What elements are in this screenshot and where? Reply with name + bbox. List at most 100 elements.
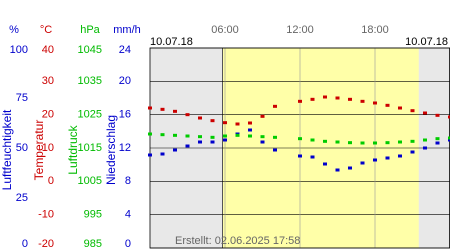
data-point: [185, 113, 190, 117]
axis-unit: °C: [40, 24, 52, 36]
y-tick-label: 24: [119, 44, 131, 56]
data-point: [323, 95, 327, 99]
data-point: [435, 113, 440, 117]
y-tick-label: 1015: [78, 142, 102, 154]
axis-title: Luftfeuchtigkeit: [0, 109, 14, 190]
data-point: [298, 154, 302, 158]
data-point: [148, 153, 152, 157]
data-point: [210, 140, 215, 144]
data-point: [148, 132, 152, 136]
data-point: [173, 148, 177, 152]
data-point: [173, 109, 177, 113]
data-point: [423, 146, 427, 150]
data-point: [223, 134, 227, 138]
axis-unit: %: [9, 24, 19, 36]
data-point: [198, 116, 202, 120]
data-point: [260, 135, 265, 139]
data-point: [198, 140, 202, 144]
data-point: [210, 135, 215, 139]
y-tick-label: 985: [84, 238, 102, 250]
data-point: [248, 121, 252, 125]
y-tick-label: 4: [125, 209, 131, 221]
data-point: [423, 111, 427, 115]
y-tick-label: 8: [125, 175, 131, 187]
data-point: [435, 141, 440, 145]
data-point: [373, 141, 377, 145]
data-point: [360, 141, 365, 145]
axis-unit: hPa: [80, 24, 100, 36]
data-point: [260, 140, 265, 144]
y-tick-label: 1025: [78, 109, 102, 121]
x-tick-label: 18:00: [361, 24, 389, 36]
data-point: [410, 139, 415, 143]
data-point: [148, 106, 152, 110]
axis-title: Niederschlag: [104, 115, 118, 185]
y-tick-label: -10: [38, 209, 54, 221]
y-tick-label: 0: [125, 238, 131, 250]
data-point: [435, 137, 440, 141]
data-point: [223, 138, 227, 142]
y-tick-label: 25: [16, 192, 28, 204]
date-right: 10.07.18: [405, 36, 448, 48]
data-point: [398, 106, 402, 110]
y-tick-label: 0: [48, 175, 54, 187]
x-tick-label: 06:00: [211, 24, 239, 36]
data-point: [185, 144, 190, 148]
data-point: [173, 133, 177, 137]
y-tick-label: 100: [10, 44, 28, 56]
data-point: [335, 96, 340, 100]
created-note: Erstellt: 02.06.2025 17:58: [175, 235, 300, 247]
data-point: [235, 122, 240, 126]
data-point: [398, 154, 402, 158]
data-point: [160, 152, 165, 156]
data-point: [335, 140, 340, 144]
data-point: [410, 150, 415, 154]
data-point: [398, 140, 402, 144]
data-point: [348, 166, 352, 170]
axis-title: Luftdruck: [66, 124, 80, 174]
data-point: [160, 107, 165, 111]
data-point: [348, 141, 352, 145]
data-point: [373, 158, 377, 162]
data-point: [385, 156, 390, 160]
data-point: [448, 138, 450, 142]
data-point: [360, 161, 365, 165]
data-point: [310, 138, 315, 142]
data-point: [360, 99, 365, 103]
y-tick-label: 16: [119, 109, 131, 121]
data-point: [273, 135, 277, 139]
data-point: [385, 103, 390, 107]
data-point: [448, 115, 450, 119]
y-tick-label: 20: [42, 109, 54, 121]
data-point: [410, 109, 415, 113]
data-point: [385, 141, 390, 145]
data-point: [423, 138, 427, 142]
data-point: [198, 135, 202, 139]
data-point: [273, 148, 277, 152]
y-tick-label: 30: [42, 75, 54, 87]
data-point: [323, 139, 327, 143]
data-point: [373, 101, 377, 105]
y-tick-label: 1035: [78, 75, 102, 87]
axis-unit: mm/h: [113, 24, 141, 36]
data-point: [160, 133, 165, 137]
data-point: [210, 119, 215, 123]
y-tick-label: 995: [84, 209, 102, 221]
data-point: [185, 134, 190, 138]
data-point: [348, 97, 352, 101]
date-left: 10.07.18: [150, 36, 193, 48]
y-tick-label: 12: [119, 142, 131, 154]
data-point: [260, 114, 265, 118]
data-point: [310, 155, 315, 159]
y-tick-label: 10: [42, 142, 54, 154]
y-tick-label: 1005: [78, 175, 102, 187]
y-tick-label: 0: [22, 238, 28, 250]
data-point: [298, 99, 302, 103]
data-point: [310, 97, 315, 101]
y-tick-label: 40: [42, 44, 54, 56]
data-point: [335, 168, 340, 172]
y-tick-label: 1045: [78, 44, 102, 56]
data-point: [273, 104, 277, 108]
data-point: [248, 128, 252, 132]
